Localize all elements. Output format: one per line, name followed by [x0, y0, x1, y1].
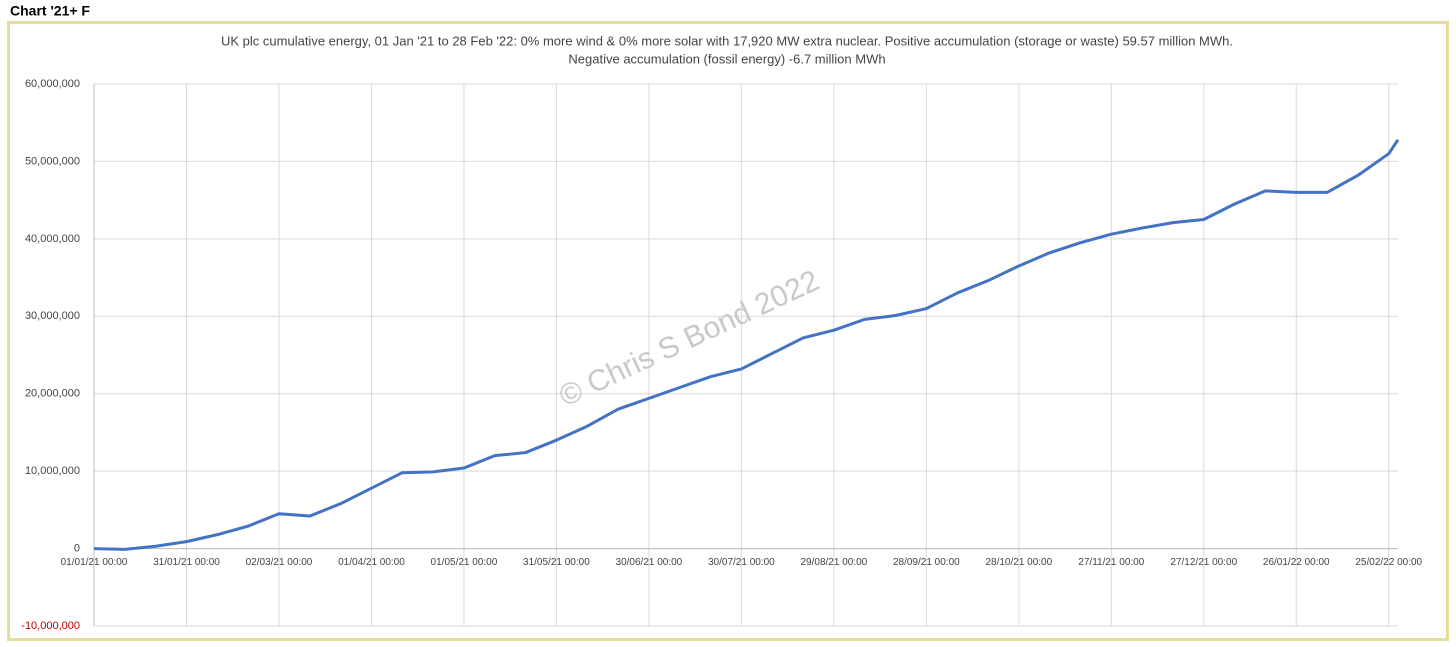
chart-title: Negative accumulation (fossil energy) -6…	[568, 51, 885, 66]
data-line	[93, 138, 1400, 551]
y-tick-label: 10,000,000	[25, 465, 80, 477]
x-tick-label: 27/12/21 00:00	[1170, 557, 1237, 568]
chart-title: UK plc cumulative energy, 01 Jan '21 to …	[221, 33, 1233, 48]
x-tick-label: 30/07/21 00:00	[708, 557, 775, 568]
x-tick-label: 26/01/22 00:00	[1263, 557, 1330, 568]
y-tick-label: 60,000,000	[25, 78, 80, 90]
x-tick-label: 27/11/21 00:00	[1078, 557, 1144, 568]
plot-area: -10,000,000 0 10,000,000 20,000,000 30,000,0…	[21, 78, 1422, 632]
x-tick-label: 01/05/21 00:00	[431, 557, 498, 568]
sheet-title: Chart '21+ F	[10, 3, 90, 19]
y-tick-label: 0	[74, 542, 80, 554]
y-tick-label: 30,000,000	[25, 310, 80, 322]
chart-frame	[7, 21, 1449, 641]
x-tick-label: 01/04/21 00:00	[338, 557, 405, 568]
x-tick-label: 02/03/21 00:00	[246, 557, 313, 568]
x-tick-label: 31/05/21 00:00	[523, 557, 590, 568]
y-tick-label: 50,000,000	[25, 155, 80, 167]
x-tick-label: 29/08/21 00:00	[800, 557, 867, 568]
y-tick-label: 20,000,000	[25, 388, 80, 400]
y-tick-label: 40,000,000	[25, 233, 80, 245]
y-tick-label: -10,000,000	[21, 620, 80, 632]
x-tick-label: 31/01/21 00:00	[153, 557, 220, 568]
x-tick-label: 25/02/22 00:00	[1355, 557, 1422, 568]
x-tick-label: 30/06/21 00:00	[616, 557, 683, 568]
x-tick-label: 28/09/21 00:00	[893, 557, 960, 568]
x-tick-label: 28/10/21 00:00	[985, 557, 1052, 568]
